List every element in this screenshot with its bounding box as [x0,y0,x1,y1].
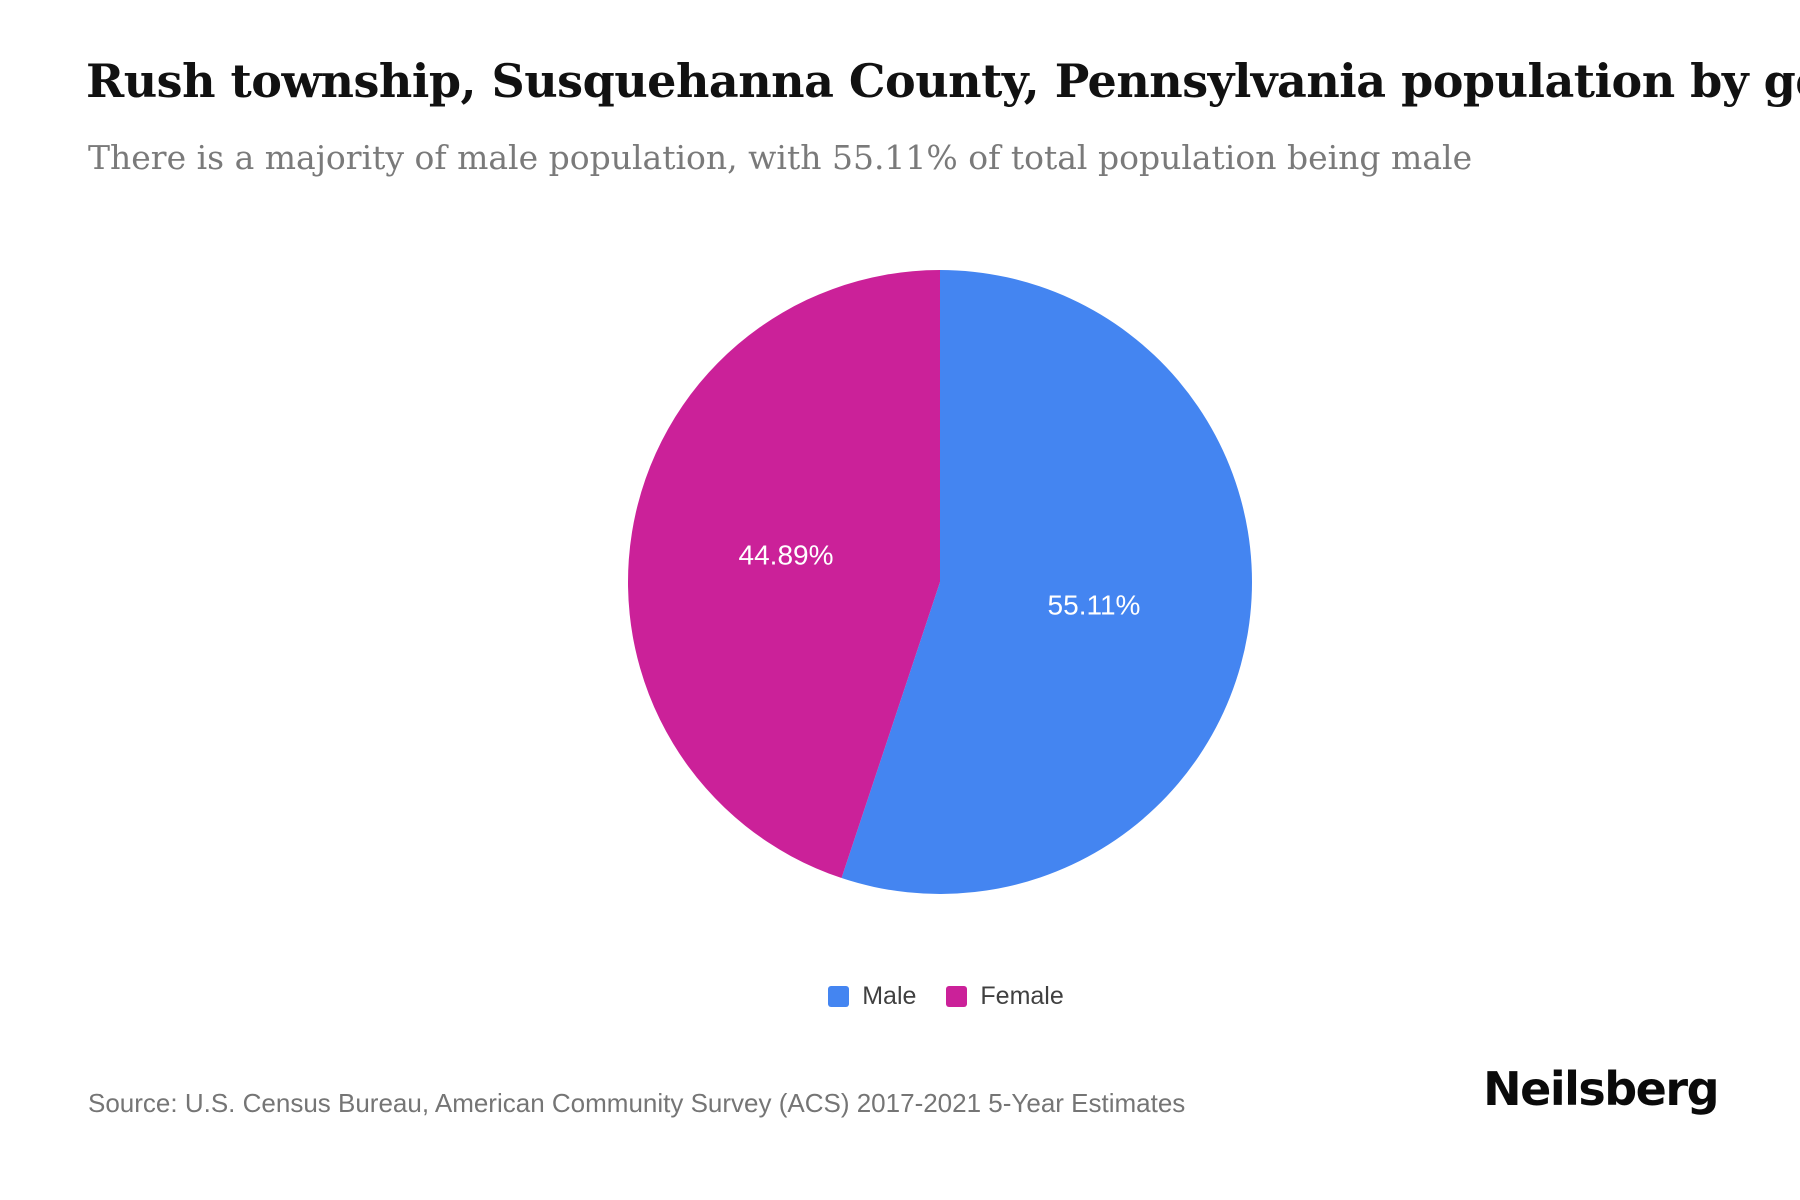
male-swatch-icon [828,986,850,1007]
legend-label-female: Female [980,982,1064,1010]
pie-slice-female[interactable] [628,270,940,879]
pie-slice-male[interactable] [841,270,1252,894]
pie-slice-label-female: 44.89% [739,539,834,570]
chart-subtitle: There is a majority of male population, … [88,138,1473,177]
legend-item-female[interactable]: Female [946,982,1064,1011]
source-attribution: Source: U.S. Census Bureau, American Com… [88,1088,1186,1118]
pie-slice-label-male: 55.11% [1048,589,1141,620]
pie-chart: 55.11% 44.89% [628,270,1252,894]
neilsberg-logo: Neilsberg [1483,1062,1719,1116]
legend-item-male[interactable]: Male [828,982,916,1011]
female-swatch-icon [946,986,968,1007]
chart-legend: Male Female [46,982,1800,1011]
legend-label-male: Male [862,982,917,1010]
page-title: Rush township, Susquehanna County, Penns… [86,54,1800,108]
